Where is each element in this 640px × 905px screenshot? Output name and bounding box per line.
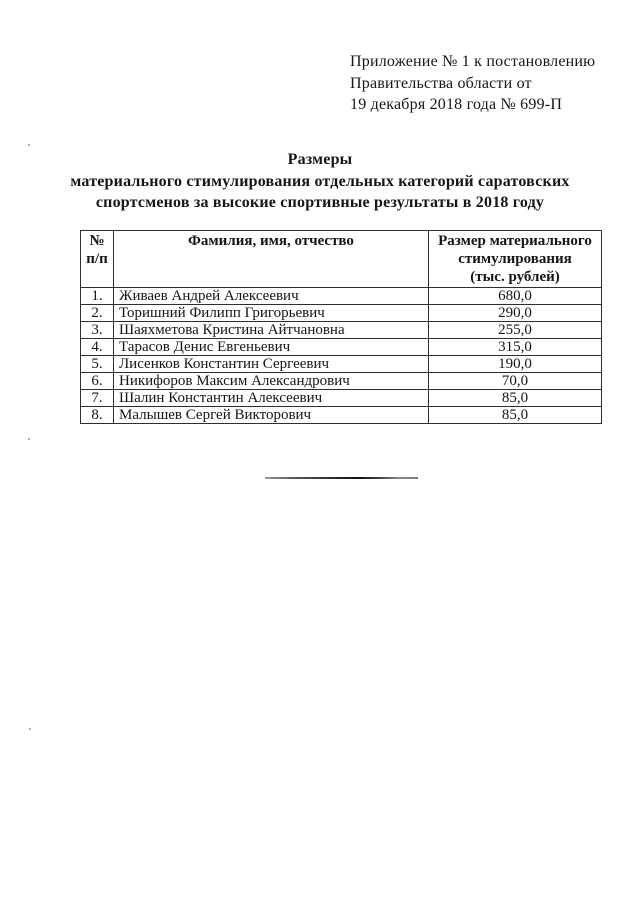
athlete-name: Шаяхметова Кристина Айтчановна <box>113 321 429 339</box>
athlete-name: Никифоров Максим Александрович <box>113 372 429 390</box>
column-header-name: Фамилия, имя, отчество <box>113 230 429 288</box>
amount-value: 70,0 <box>428 372 602 390</box>
athlete-name: Шалин Константин Алексеевич <box>113 389 429 407</box>
table-row: 6. Никифоров Максим Александрович 70,0 <box>80 372 602 390</box>
table-row: 4. Тарасов Денис Евгеньевич 315,0 <box>80 338 602 356</box>
annex-line: Правительства области от <box>350 74 532 92</box>
row-number: 3. <box>80 321 114 339</box>
amount-value: 290,0 <box>428 304 602 322</box>
table-row: 1. Живаев Андрей Алексеевич 680,0 <box>80 287 602 305</box>
amount-value: 255,0 <box>428 321 602 339</box>
row-number: 4. <box>80 338 114 356</box>
annex-reference: Приложение № 1 к постановлению Правитель… <box>350 51 595 116</box>
table-row: 3. Шаяхметова Кристина Айтчановна 255,0 <box>80 321 602 339</box>
amount-value: 315,0 <box>428 338 602 356</box>
row-number: 5. <box>80 355 114 373</box>
column-header-amount: Размер материального стимулирования (тыс… <box>428 230 602 288</box>
document-title: Размеры материального стимулирования отд… <box>0 149 640 214</box>
table-row: 8. Малышев Сергей Викторович 85,0 <box>80 406 602 424</box>
scan-speck <box>29 728 31 730</box>
row-number: 6. <box>80 372 114 390</box>
annex-line: Приложение № 1 к постановлению <box>350 53 596 70</box>
scan-speck <box>28 144 30 146</box>
row-number: 7. <box>80 389 114 407</box>
amount-value: 680,0 <box>428 287 602 305</box>
table-header-row: № п/п Фамилия, имя, отчество Размер мате… <box>80 230 602 288</box>
annex-line: 19 декабря 2018 года № 699-П <box>350 96 563 113</box>
amount-value: 85,0 <box>428 389 602 407</box>
amount-value: 190,0 <box>428 355 602 373</box>
title-line: Размеры <box>287 151 353 168</box>
row-number: 8. <box>80 406 114 424</box>
athlete-name: Тарасов Денис Евгеньевич <box>113 338 429 356</box>
athlete-name: Торишний Филипп Григорьевич <box>113 304 429 322</box>
row-number: 2. <box>80 304 114 322</box>
incentives-table: № п/п Фамилия, имя, отчество Размер мате… <box>80 230 602 424</box>
title-line: спортсменов за высокие спортивные резуль… <box>95 194 545 211</box>
athlete-name: Малышев Сергей Викторович <box>113 406 429 424</box>
row-number: 1. <box>80 287 114 305</box>
table-row: 2. Торишний Филипп Григорьевич 290,0 <box>80 304 602 322</box>
athlete-name: Живаев Андрей Алексеевич <box>113 287 429 305</box>
table-row: 5. Лисенков Константин Сергеевич 190,0 <box>80 355 602 373</box>
title-line: материального стимулирования отдельных к… <box>70 172 570 190</box>
scan-speck <box>28 438 30 440</box>
athlete-name: Лисенков Константин Сергеевич <box>113 355 429 373</box>
signature-separator-line <box>265 477 418 479</box>
table-row: 7. Шалин Константин Алексеевич 85,0 <box>80 389 602 407</box>
column-header-num: № п/п <box>80 230 114 288</box>
amount-value: 85,0 <box>428 406 602 424</box>
